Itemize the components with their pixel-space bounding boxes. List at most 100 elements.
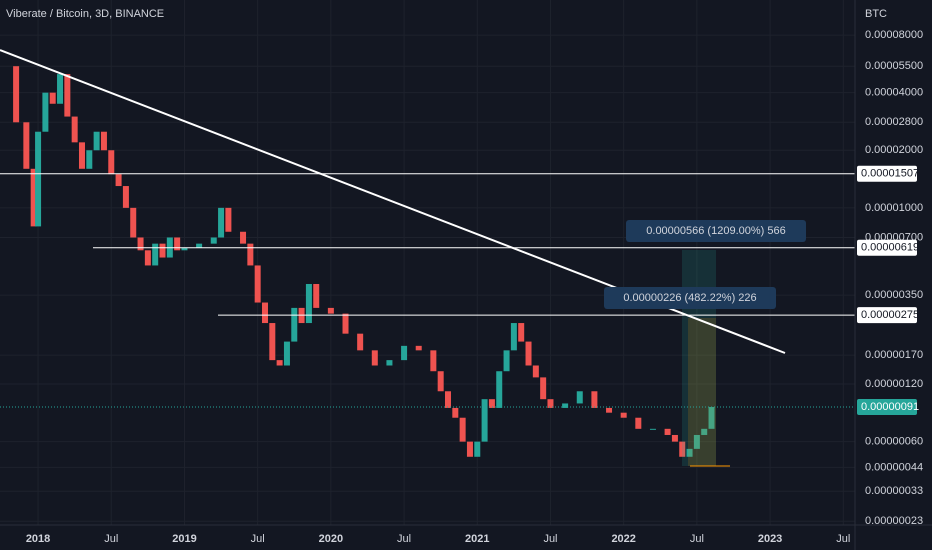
x-tick-label: 2019 — [172, 533, 196, 545]
candle — [23, 122, 30, 169]
candle — [152, 243, 159, 266]
candle — [100, 131, 107, 151]
level-label: 0.00000275 — [861, 309, 919, 321]
candle — [254, 265, 261, 303]
candle — [144, 250, 151, 266]
candle — [261, 302, 268, 324]
level-label: 0.00000619 — [861, 242, 919, 254]
candle — [649, 428, 656, 430]
candle — [474, 441, 481, 457]
levels — [0, 173, 855, 408]
candle — [49, 92, 56, 104]
y-tick-label: 0.00000060 — [865, 436, 923, 448]
candle — [562, 403, 569, 408]
candle — [71, 116, 78, 143]
candle — [35, 131, 42, 227]
candle — [635, 417, 642, 429]
candle — [247, 243, 254, 266]
candle — [708, 407, 715, 429]
candle — [240, 231, 247, 244]
x-tick-label: 2021 — [465, 533, 489, 545]
candle — [159, 243, 166, 258]
candle — [137, 237, 144, 251]
candle — [620, 412, 627, 418]
candle — [371, 350, 378, 366]
candle — [693, 434, 700, 449]
candle — [30, 168, 37, 227]
x-tick-label: Jul — [543, 533, 557, 545]
candle — [342, 313, 349, 334]
candle — [671, 434, 678, 442]
candle — [401, 345, 408, 361]
candle — [503, 350, 510, 372]
candle — [225, 207, 232, 232]
y-tick-label: 0.00000044 — [865, 461, 923, 473]
candles — [13, 66, 715, 457]
candle — [327, 307, 334, 314]
candle — [269, 323, 276, 361]
candle — [664, 428, 671, 435]
candle — [430, 350, 437, 372]
candle — [13, 66, 20, 123]
measure-box — [626, 220, 806, 242]
candle — [496, 371, 503, 408]
y-tick-label: 0.00002800 — [865, 116, 923, 128]
y-tick-label: 0.00000350 — [865, 289, 923, 301]
candle — [488, 399, 495, 408]
y-tick-label: 0.00000120 — [865, 378, 923, 390]
candle — [357, 333, 364, 351]
y-tick-label: 0.00000170 — [865, 349, 923, 361]
measure-range — [688, 318, 716, 466]
candle — [540, 377, 547, 400]
candle — [122, 186, 129, 208]
candle — [93, 131, 100, 151]
last-price-label: 0.00000091 — [861, 401, 919, 413]
measure-box — [604, 287, 776, 309]
candle — [283, 341, 290, 366]
y-tick-label: 0.00000023 — [865, 515, 923, 527]
candle — [415, 345, 422, 351]
candle — [444, 391, 451, 408]
candle — [174, 237, 181, 251]
chart-title: Viberate / Bitcoin, 3D, BINANCE — [6, 8, 164, 20]
candle — [576, 391, 583, 404]
candle — [276, 360, 283, 366]
candle — [181, 247, 188, 251]
candle — [86, 150, 93, 169]
candle — [291, 307, 298, 342]
candle — [701, 428, 708, 435]
candle — [210, 237, 217, 244]
candle — [313, 283, 320, 308]
candle — [218, 207, 225, 238]
x-tick-label: 2023 — [758, 533, 782, 545]
candle — [591, 391, 598, 408]
candle — [606, 407, 613, 413]
candle — [459, 417, 466, 442]
level-box — [857, 307, 917, 324]
candle — [679, 441, 686, 457]
candle — [78, 142, 85, 169]
candle — [42, 92, 49, 132]
last-price-box — [857, 399, 917, 416]
x-tick-label: Jul — [690, 533, 704, 545]
measure-label: 0.00000566 (1209.00%) 566 — [646, 225, 785, 237]
candle — [452, 407, 459, 418]
measure-label: 0.00000226 (482.22%) 226 — [623, 292, 756, 304]
candle — [547, 399, 554, 408]
x-tick-label: Jul — [104, 533, 118, 545]
candle — [57, 74, 64, 104]
x-tick-label: 2022 — [611, 533, 635, 545]
y-tick-label: 0.00008000 — [865, 29, 923, 41]
x-tick-label: Jul — [397, 533, 411, 545]
candle — [108, 150, 115, 175]
y-tick-label: 0.00004000 — [865, 87, 923, 99]
candle — [510, 323, 517, 351]
level-label: 0.00001507 — [861, 168, 919, 180]
candle — [386, 360, 393, 366]
candle — [532, 365, 539, 378]
y-tick-label: 0.00000033 — [865, 485, 923, 497]
x-tick-label: 2020 — [319, 533, 343, 545]
x-tick-label: Jul — [836, 533, 850, 545]
level-box — [857, 239, 917, 256]
